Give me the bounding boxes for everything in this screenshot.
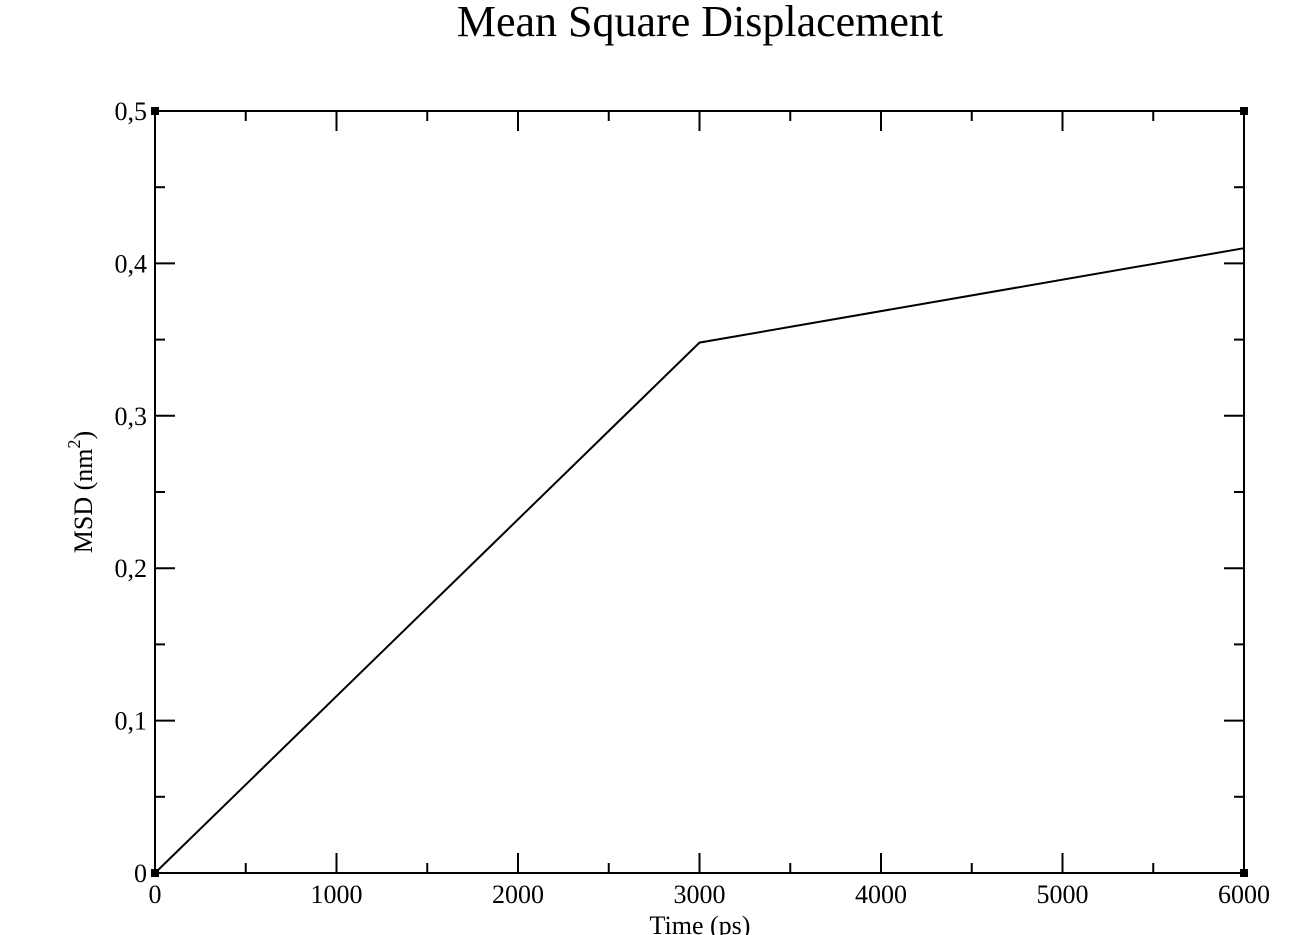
x-tick-label: 5000	[1037, 880, 1089, 909]
y-axis-label-text: MSD (nm	[69, 448, 98, 553]
y-tick-labels: 0 0,1 0,2 0,3 0,4 0,5	[115, 97, 148, 888]
x-tick-labels: 0 1000 2000 3000 4000 5000 6000	[149, 880, 1271, 909]
y-tick-label: 0,2	[115, 554, 148, 583]
y-tick-label: 0,5	[115, 97, 148, 126]
x-tick-label: 4000	[855, 880, 907, 909]
y-tick-label: 0	[134, 859, 147, 888]
corner-marks	[151, 107, 1248, 877]
minor-ticks	[155, 111, 1244, 873]
x-tick-label: 2000	[492, 880, 544, 909]
x-axis-label: Time (ps)	[650, 911, 751, 935]
major-ticks	[154, 110, 1245, 874]
x-tick-label: 3000	[674, 880, 726, 909]
x-tick-label: 0	[149, 880, 162, 909]
corner-mark	[151, 107, 159, 115]
y-tick-label: 0,4	[115, 249, 148, 278]
series-layer	[154, 247, 1245, 874]
plot-frame	[154, 110, 1245, 874]
y-axis-label-close: )	[69, 431, 98, 440]
corner-mark	[1240, 107, 1248, 115]
corner-mark	[1240, 869, 1248, 877]
y-tick-label: 0,3	[115, 402, 148, 431]
x-tick-label: 6000	[1218, 880, 1270, 909]
msd-series-line	[154, 247, 1245, 874]
x-tick-label: 1000	[311, 880, 363, 909]
y-axis-label: MSD (nm2)	[64, 431, 98, 553]
y-tick-label: 0,1	[115, 707, 148, 736]
chart-title: Mean Square Displacement	[457, 0, 943, 46]
y-axis-label-superscript: 2	[64, 439, 84, 448]
